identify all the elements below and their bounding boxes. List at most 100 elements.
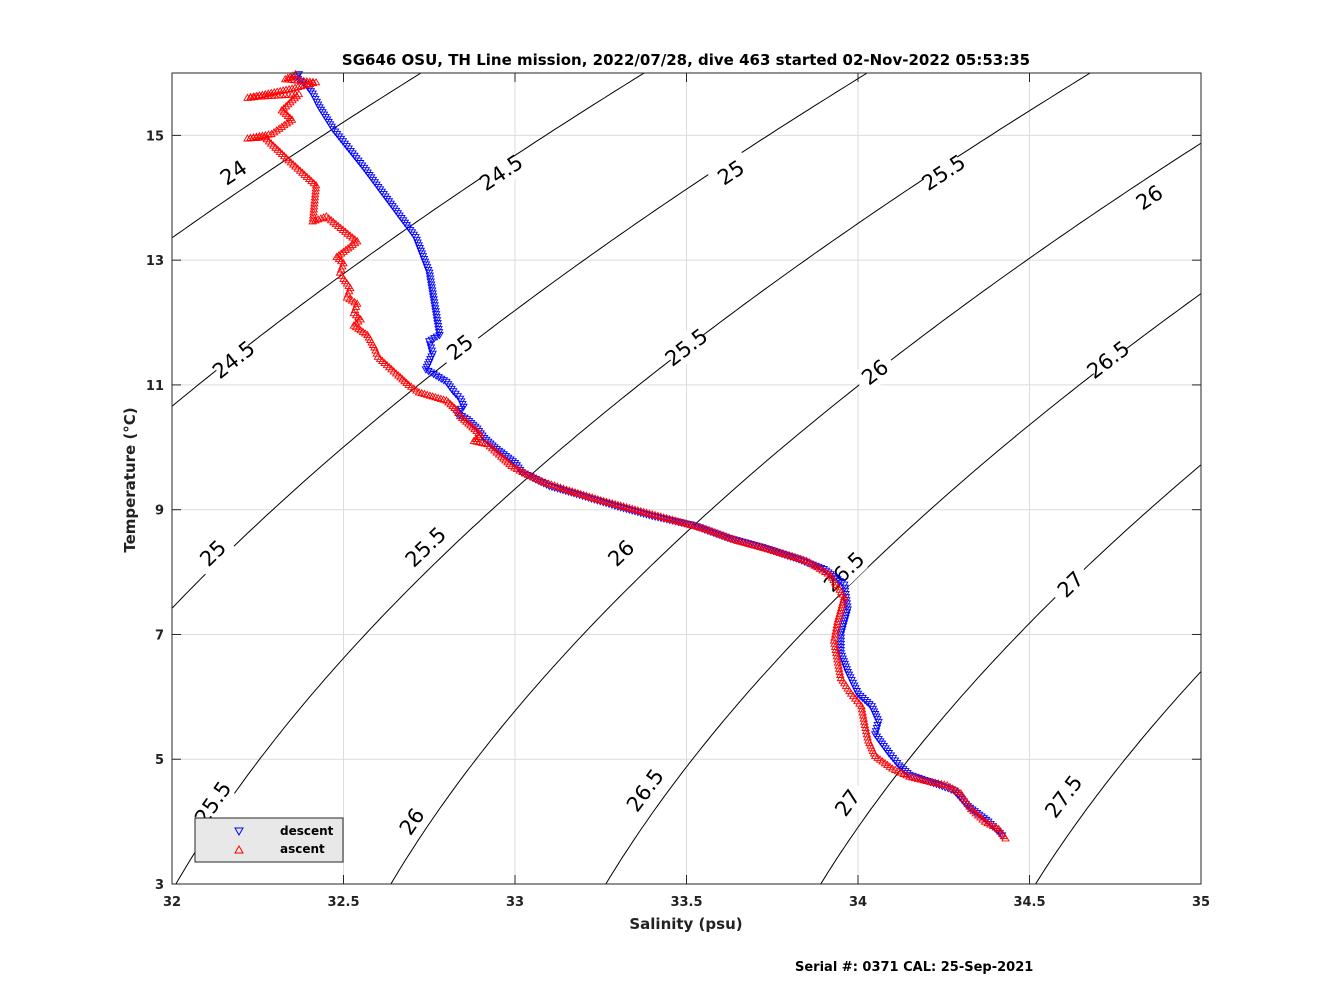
ascent-point bbox=[834, 612, 844, 620]
contour-label: 26 bbox=[1125, 175, 1174, 220]
contour-label-bg bbox=[402, 523, 450, 571]
ascent-point bbox=[371, 346, 380, 354]
descent-point bbox=[734, 537, 744, 546]
ascent-point bbox=[835, 609, 844, 617]
descent-point bbox=[835, 578, 844, 586]
ascent-point bbox=[860, 717, 869, 725]
descent-point bbox=[427, 336, 437, 345]
contour-line bbox=[390, 142, 1201, 884]
ascent-point bbox=[311, 180, 321, 189]
ascent-point bbox=[343, 290, 353, 298]
descent-point bbox=[508, 458, 517, 466]
ascent-point bbox=[863, 733, 872, 741]
contour-label-bg bbox=[1041, 772, 1087, 821]
descent-point bbox=[754, 543, 764, 551]
ascent-point bbox=[857, 701, 866, 710]
ascent-point bbox=[857, 704, 867, 713]
ascent-point bbox=[834, 661, 843, 669]
ascent-point bbox=[836, 606, 845, 614]
contour-line bbox=[1035, 670, 1201, 884]
ascent-point bbox=[831, 648, 841, 657]
ascent-point bbox=[311, 186, 320, 195]
contour-label-bg bbox=[189, 530, 237, 577]
ascent-point bbox=[372, 349, 381, 357]
legend-box bbox=[194, 817, 344, 863]
ascent-point bbox=[831, 623, 841, 632]
descent-point bbox=[757, 544, 767, 552]
descent-point bbox=[890, 757, 900, 765]
y-tick-label: 5 bbox=[155, 753, 164, 768]
y-tick-label: 3 bbox=[155, 878, 164, 893]
ascent-point bbox=[339, 258, 348, 267]
descent-point bbox=[506, 456, 515, 464]
contour-label-bg bbox=[1125, 175, 1174, 220]
legend-descent-label: descent bbox=[280, 824, 334, 838]
ascent-point bbox=[835, 667, 844, 675]
chart-title: SG646 OSU, TH Line mission, 2022/07/28, … bbox=[342, 51, 1030, 69]
legend: descent ascent bbox=[194, 817, 344, 863]
ascent-point bbox=[351, 302, 361, 310]
descent-point bbox=[813, 563, 823, 572]
descent-point bbox=[892, 760, 902, 768]
ascent-point bbox=[860, 720, 870, 728]
x-tick-labels: 32 32.5 33 33.5 34 34.5 35 bbox=[163, 895, 1210, 910]
ascent-point bbox=[310, 198, 319, 207]
x-tick-label: 33 bbox=[506, 895, 524, 910]
x-tick-label: 34 bbox=[849, 895, 867, 910]
contour-label-bg bbox=[597, 530, 645, 577]
ascent-point bbox=[311, 216, 320, 224]
contour-label-bg bbox=[436, 324, 484, 371]
descent-point bbox=[737, 538, 747, 547]
ascent-point bbox=[833, 617, 842, 625]
descent-point bbox=[740, 539, 750, 547]
y-axis-label: Temperature (°C) bbox=[121, 407, 139, 552]
contour-line bbox=[175, 73, 1091, 884]
descent-point bbox=[451, 390, 460, 399]
descent-point bbox=[689, 522, 698, 530]
x-axis-label: Salinity (psu) bbox=[629, 915, 742, 933]
contour-label: 25 bbox=[436, 324, 484, 371]
ascent-point bbox=[838, 598, 848, 606]
contour-line bbox=[172, 73, 422, 239]
ascent-point bbox=[338, 261, 347, 270]
contour-label-bg bbox=[191, 779, 236, 827]
ascent-point bbox=[839, 592, 849, 600]
ascent-point bbox=[862, 729, 872, 738]
ascent-point bbox=[313, 215, 323, 223]
ascent-point bbox=[310, 189, 320, 198]
ascent-point bbox=[839, 595, 848, 603]
contour-label-bg bbox=[851, 349, 899, 395]
y-tick-labels: 3 5 7 9 11 13 15 bbox=[146, 129, 164, 893]
ascent-point bbox=[832, 651, 842, 660]
descent-point bbox=[448, 388, 458, 396]
contour-label-bg bbox=[1084, 337, 1133, 383]
x-tick-label: 34.5 bbox=[1013, 895, 1045, 910]
ascent-point bbox=[309, 208, 318, 216]
descent-point bbox=[894, 762, 904, 770]
ascent-point bbox=[311, 183, 321, 192]
descent-point bbox=[853, 690, 863, 699]
ascent-point bbox=[829, 636, 839, 644]
descent-point bbox=[486, 440, 495, 448]
descent-point bbox=[957, 796, 967, 804]
ascent-point bbox=[310, 195, 319, 204]
ascent-point bbox=[830, 639, 839, 647]
descent-point bbox=[858, 694, 867, 703]
ascent-point bbox=[336, 265, 346, 273]
ascent-point bbox=[859, 714, 869, 722]
density-contours bbox=[172, 73, 1201, 884]
descent-point bbox=[453, 393, 463, 401]
ascent-point bbox=[858, 708, 867, 716]
ascent-point bbox=[310, 192, 320, 201]
contour-label-bg bbox=[825, 779, 871, 827]
y-tick-label: 15 bbox=[146, 129, 164, 144]
ascent-marker-icon bbox=[234, 844, 244, 854]
contour-label-bg bbox=[707, 150, 755, 195]
descent-point bbox=[896, 764, 906, 772]
ascent-point bbox=[858, 711, 868, 719]
ascent-point bbox=[370, 343, 379, 351]
ascent-point bbox=[309, 205, 319, 213]
contour-label-bg bbox=[390, 797, 435, 846]
descent-point bbox=[746, 541, 755, 549]
